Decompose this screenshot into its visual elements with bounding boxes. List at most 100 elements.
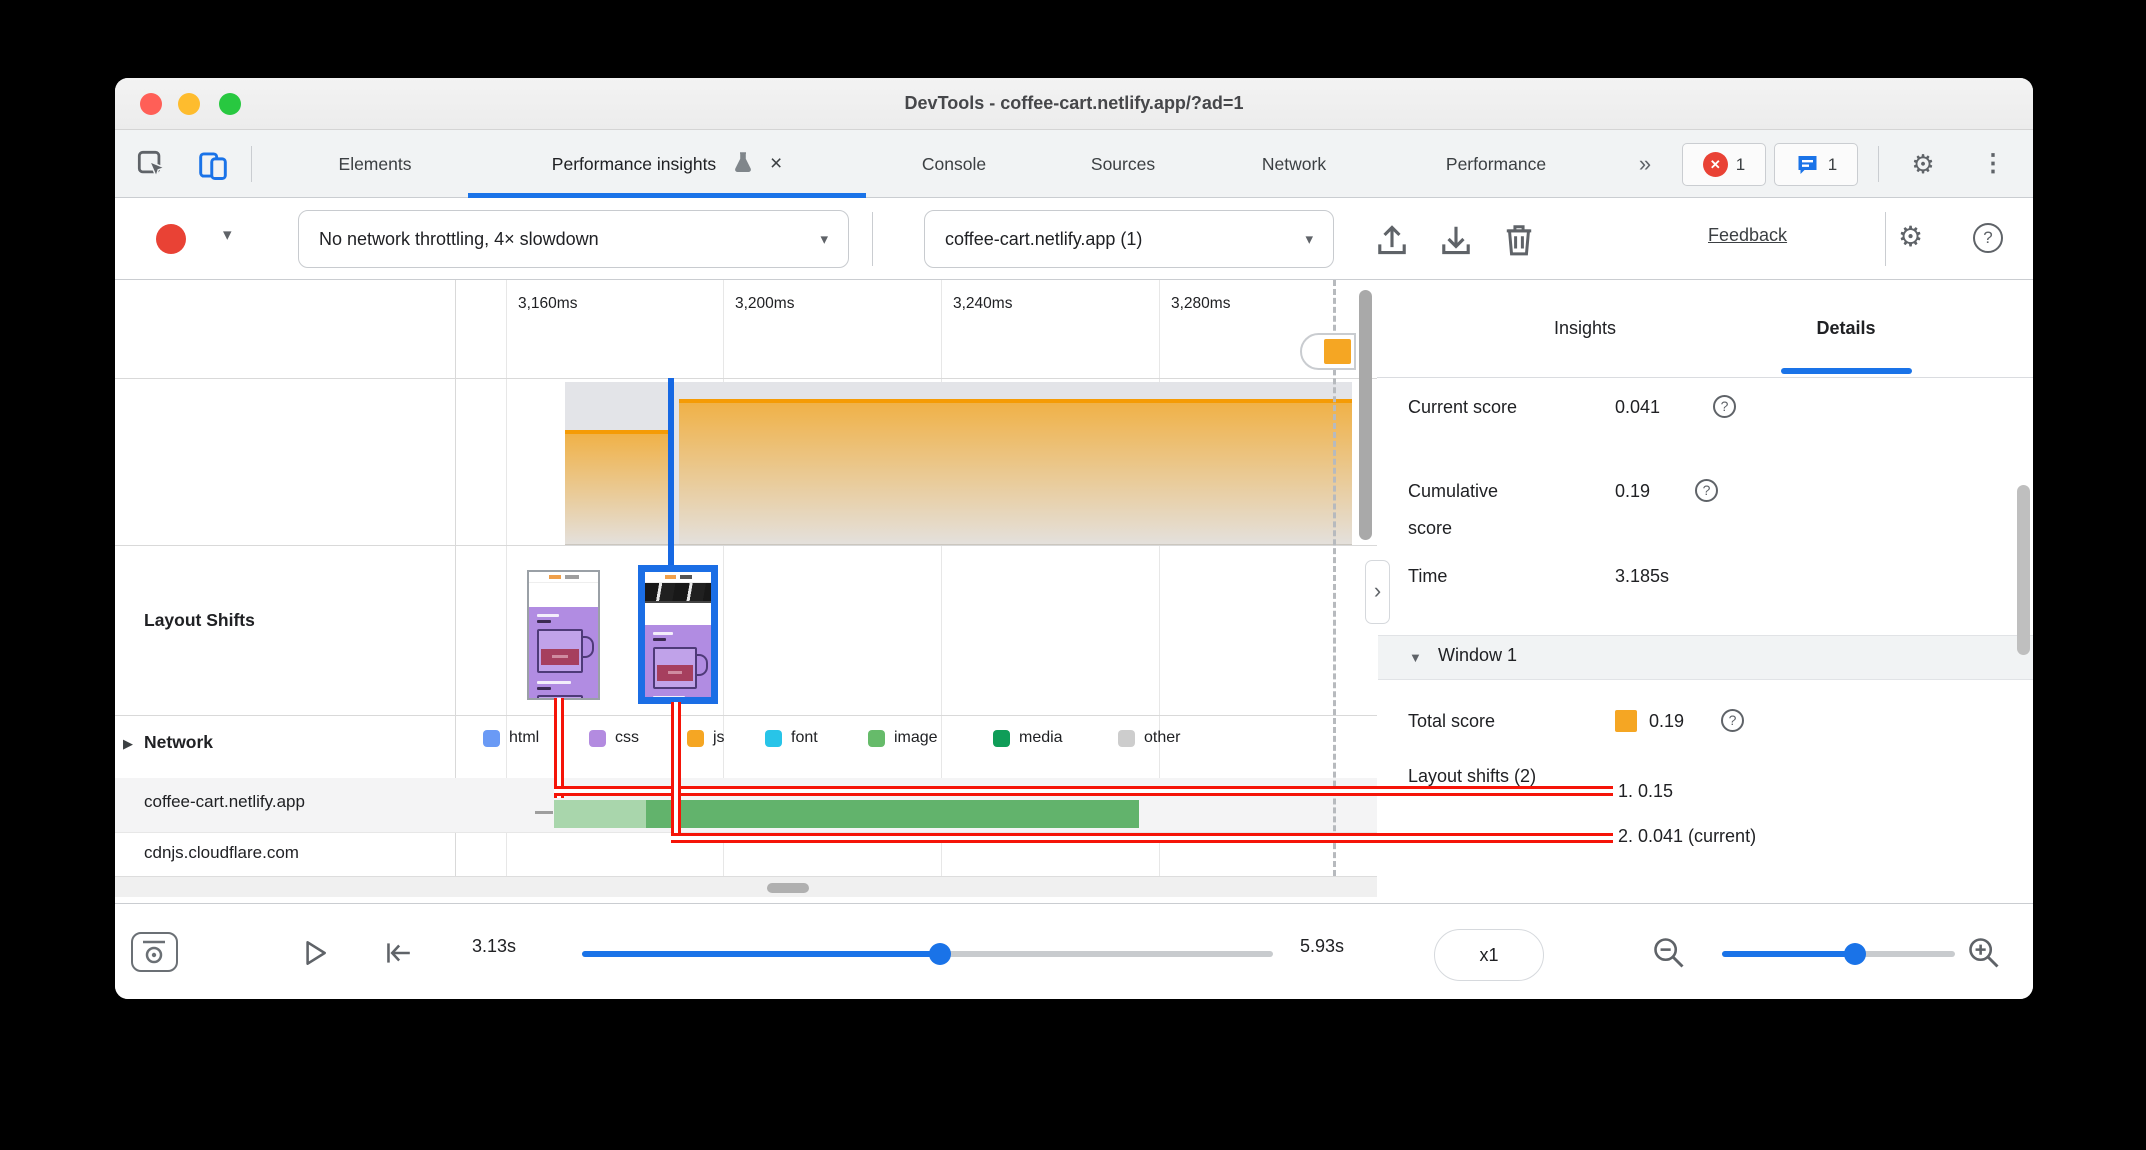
layout-shift-item-2[interactable]: 2. 0.041 (current) (1618, 826, 1757, 846)
error-count: 1 (1735, 154, 1746, 174)
toggle-device-toolbar-icon[interactable] (197, 149, 229, 181)
network-throttling-select[interactable]: No network throttling, 4× slowdown ▾ (298, 210, 849, 268)
tab-details[interactable]: Details (1816, 318, 1876, 338)
play-button[interactable] (298, 937, 330, 969)
shift-marker-handle[interactable] (1300, 333, 1356, 370)
layout-shift-bar-1[interactable] (565, 430, 672, 545)
row-divider (115, 378, 1377, 379)
legend-swatch (483, 729, 500, 747)
tab-performance[interactable]: Performance (1445, 154, 1547, 174)
tab-console[interactable]: Console (921, 154, 987, 174)
more-tabs-overflow-button[interactable]: » (1638, 151, 1652, 176)
legend-item-media: media (993, 729, 1063, 747)
close-window-button[interactable] (140, 93, 162, 115)
panel-settings-gear-icon[interactable]: ⚙ (1898, 221, 1924, 252)
screenshot-preview-toggle-button[interactable] (131, 932, 178, 972)
help-icon[interactable]: ? (1695, 479, 1718, 502)
chevron-down-icon: ▾ (1305, 231, 1313, 248)
selected-shift-marker-line (668, 378, 674, 567)
tab-sources[interactable]: Sources (1090, 154, 1156, 174)
legend-swatch (589, 729, 606, 747)
devtools-settings-gear-icon[interactable]: ⚙ (1911, 149, 1935, 179)
import-trace-icon[interactable] (1373, 220, 1411, 258)
export-trace-icon[interactable] (1437, 220, 1475, 258)
network-row-domain[interactable]: cdnjs.cloudflare.com (144, 843, 299, 862)
layout-shift-screenshot-1[interactable] (527, 570, 600, 700)
window-title: DevTools - coffee-cart.netlify.app/?ad=1 (904, 93, 1244, 113)
network-expand-triangle[interactable]: ▶ (123, 736, 133, 751)
legend-label: html (509, 729, 540, 746)
current-score-label: Current score (1408, 397, 1518, 417)
layout-shift-screenshot-2-selected[interactable] (638, 565, 718, 704)
gridline (506, 280, 507, 876)
details-sidebar: Insights Details Current score 0.041 ? C… (1377, 280, 2033, 897)
tab-performance-insights-label: Performance insights (551, 154, 717, 174)
layout-shift-item-1[interactable]: 1. 0.15 (1618, 781, 1674, 801)
time-label: Time (1408, 566, 1448, 586)
thumbnail-hero-image (645, 583, 711, 603)
network-throttling-value: No network throttling, 4× slowdown (319, 228, 599, 249)
playback-speed-button[interactable]: x1 (1434, 929, 1544, 981)
record-options-caret[interactable]: ▾ (223, 225, 232, 244)
skip-to-start-button[interactable] (381, 937, 413, 969)
legend-label: image (894, 729, 938, 746)
request-queue-tick (535, 811, 553, 814)
legend-label: font (791, 729, 818, 746)
error-count-badge[interactable]: ✕ 1 (1682, 143, 1766, 186)
cumulative-score-value: 0.19 (1615, 481, 1651, 501)
maximize-window-button[interactable] (219, 93, 241, 115)
legend-swatch (868, 729, 885, 747)
legend-item-other: other (1118, 729, 1180, 747)
triangle-down-icon: ▼ (1409, 650, 1422, 665)
gridline (941, 280, 942, 876)
legend-item-html: html (483, 729, 539, 747)
issues-count-badge[interactable]: 1 (1774, 143, 1858, 186)
legend-item-css: css (589, 729, 639, 747)
zoom-out-icon[interactable] (1651, 935, 1687, 971)
divider (1885, 212, 1886, 266)
delete-trace-icon[interactable] (1500, 220, 1538, 258)
window-1-title: Window 1 (1438, 645, 1518, 665)
devtools-menu-kebab-icon[interactable]: ⋮ (1981, 150, 2005, 177)
hscroll-thumb[interactable] (767, 883, 809, 893)
window-1-section-header[interactable]: ▼ Window 1 (1378, 635, 2033, 680)
gridline (1159, 280, 1160, 876)
expand-sidebar-chevron-button[interactable]: › (1365, 560, 1390, 624)
thumbnail-page-body (529, 607, 598, 698)
tab-insights[interactable]: Insights (1553, 318, 1617, 338)
timeline-vscroll-thumb[interactable] (1359, 290, 1372, 540)
inspect-element-icon[interactable] (137, 150, 167, 180)
network-request-bar-light[interactable] (554, 800, 646, 828)
legend-label: js (713, 729, 725, 746)
playback-end-time: 5.93s (1300, 936, 1345, 956)
zoom-in-icon[interactable] (1966, 935, 2002, 971)
ruler-tick-label: 3,240ms (953, 295, 1013, 312)
ruler-tick-label: 3,160ms (518, 295, 578, 312)
tab-network[interactable]: Network (1261, 154, 1327, 174)
legend-item-js: js (687, 729, 725, 747)
layout-shift-bar-2[interactable] (679, 399, 1352, 545)
network-row-domain[interactable]: coffee-cart.netlify.app (144, 792, 305, 811)
help-icon[interactable]: ? (1973, 223, 2003, 253)
tab-elements[interactable]: Elements (338, 154, 412, 174)
network-request-bar[interactable] (646, 800, 1139, 828)
zoom-slider-thumb[interactable] (1844, 943, 1866, 965)
cumulative-score-label: Cumulative score (1408, 481, 1499, 538)
page-history-select[interactable]: coffee-cart.netlify.app (1) ▾ (924, 210, 1334, 268)
sidebar-vscroll-thumb[interactable] (2017, 485, 2030, 655)
legend-swatch (993, 729, 1010, 747)
feedback-link[interactable]: Feedback (1708, 225, 1788, 245)
layout-shifts-track-label: Layout Shifts (144, 610, 255, 630)
ruler-tick-label: 3,280ms (1171, 295, 1231, 312)
minimize-window-button[interactable] (178, 93, 200, 115)
total-score-label: Total score (1408, 711, 1496, 731)
chevron-down-icon: ▾ (820, 231, 828, 248)
tab-performance-insights[interactable]: Performance insights × (468, 130, 866, 198)
help-icon[interactable]: ? (1721, 709, 1744, 732)
divider (455, 280, 456, 876)
record-button[interactable] (156, 224, 186, 254)
playback-current-time: 3.13s (472, 936, 517, 956)
close-tab-icon[interactable]: × (769, 152, 783, 175)
playback-slider-thumb[interactable] (929, 943, 951, 965)
help-icon[interactable]: ? (1713, 395, 1736, 418)
